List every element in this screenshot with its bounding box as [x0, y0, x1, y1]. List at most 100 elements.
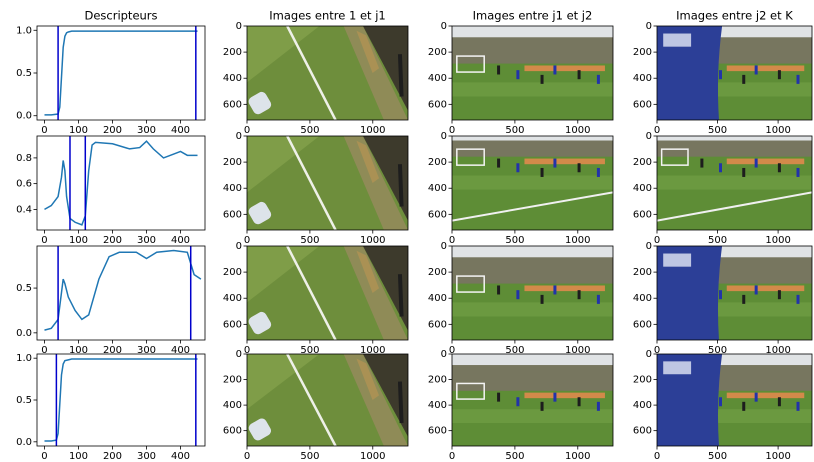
axes-frame	[656, 353, 813, 447]
img-player	[540, 74, 544, 84]
img-dirt	[343, 246, 408, 340]
y-tick-label: 1.0	[16, 25, 32, 36]
y-tick-label: 400	[633, 293, 652, 304]
img-banner	[524, 65, 605, 72]
img-player	[742, 401, 746, 411]
x-tick-label: 0	[654, 451, 660, 462]
y-tick-label: 0	[441, 131, 447, 142]
x-tick-label: 500	[708, 345, 727, 356]
img-shirt	[657, 26, 723, 120]
plot-area	[452, 246, 613, 340]
y-tick-label: 200	[428, 267, 447, 278]
img-player	[497, 392, 501, 402]
img-player	[596, 294, 600, 304]
img-dark	[362, 26, 408, 111]
img-player	[742, 294, 746, 304]
x-tick-label: 1000	[565, 235, 590, 246]
img-dirt	[343, 26, 408, 120]
image	[247, 354, 408, 446]
y-tick-label: 600	[223, 426, 242, 437]
y-tick-label: 600	[633, 99, 652, 110]
img-player	[516, 70, 520, 80]
x-tick-label: 0	[449, 125, 455, 136]
img-player	[754, 65, 758, 75]
img-player	[754, 285, 758, 295]
x-tick-label: 500	[708, 125, 727, 136]
y-tick-label: 0.6	[16, 179, 32, 190]
img-object	[248, 201, 272, 225]
y-tick-label: 400	[428, 293, 447, 304]
img-goal	[660, 148, 689, 166]
plot-area	[452, 136, 613, 230]
img-print	[663, 253, 692, 267]
img-banner	[726, 158, 805, 165]
axes-frame	[451, 353, 614, 447]
y-tick-label: 400	[633, 73, 652, 84]
x-tick-label: 0	[41, 125, 47, 136]
img-dark	[362, 136, 408, 221]
img-shirt	[657, 354, 723, 446]
img-banner	[524, 285, 605, 292]
img-player	[553, 158, 557, 168]
img-player	[516, 290, 520, 300]
x-tick-label: 0	[41, 235, 47, 246]
x-tick-label: 1000	[765, 451, 790, 462]
plot-area	[247, 26, 408, 120]
x-tick-label: 0	[449, 451, 455, 462]
img-player	[596, 74, 600, 84]
img-object	[248, 91, 272, 115]
axes-frame	[656, 25, 813, 121]
x-tick-label: 0	[244, 235, 250, 246]
img-chalk	[286, 136, 337, 230]
y-tick-label: 0	[236, 349, 242, 360]
img-player	[397, 164, 404, 207]
img-line	[657, 191, 812, 222]
line	[44, 249, 202, 331]
x-tick-label: 0	[654, 345, 660, 356]
subplot-title: Images entre j2 et K	[676, 9, 793, 23]
y-tick-label: 600	[223, 319, 242, 330]
plot-area	[452, 26, 613, 120]
y-tick-label: 1.0	[16, 353, 32, 364]
img-player	[796, 74, 800, 84]
y-tick-label: 600	[428, 319, 447, 330]
x-tick-label: 200	[103, 345, 122, 356]
plot-area	[657, 354, 812, 446]
img-dirt	[343, 354, 408, 446]
plot-area	[44, 354, 198, 446]
img-player	[777, 397, 781, 407]
img-object	[248, 418, 272, 441]
img-banner	[726, 65, 805, 72]
axes-frame	[246, 353, 409, 447]
img-shirt	[657, 246, 723, 340]
subplot-title: Images entre 1 et j1	[269, 9, 385, 23]
y-tick-label: 200	[428, 375, 447, 386]
y-tick-label: 0	[646, 241, 652, 252]
img-player	[596, 167, 600, 177]
img-trees	[452, 140, 613, 159]
axes-frame	[246, 135, 409, 231]
image	[247, 136, 408, 230]
y-tick-label: 200	[223, 47, 242, 58]
x-tick-label: 100	[69, 125, 88, 136]
plot-area	[44, 136, 198, 230]
y-tick-label: 400	[223, 183, 242, 194]
y-tick-label: 0.4	[16, 204, 32, 215]
img-player	[397, 54, 404, 97]
img-field	[452, 156, 613, 230]
plot-area	[657, 246, 812, 340]
img-shade	[247, 354, 320, 410]
y-tick-label: 0.5	[16, 283, 32, 294]
axes-frame	[451, 245, 614, 341]
x-tick-label: 500	[505, 451, 524, 462]
x-tick-label: 0	[449, 235, 455, 246]
x-tick-label: 0	[244, 125, 250, 136]
axes-frame	[246, 25, 409, 121]
y-tick-label: 600	[633, 209, 652, 220]
image	[247, 26, 408, 120]
x-tick-label: 500	[300, 451, 319, 462]
img-player	[796, 401, 800, 411]
img-player	[540, 401, 544, 411]
y-tick-label: 200	[428, 47, 447, 58]
